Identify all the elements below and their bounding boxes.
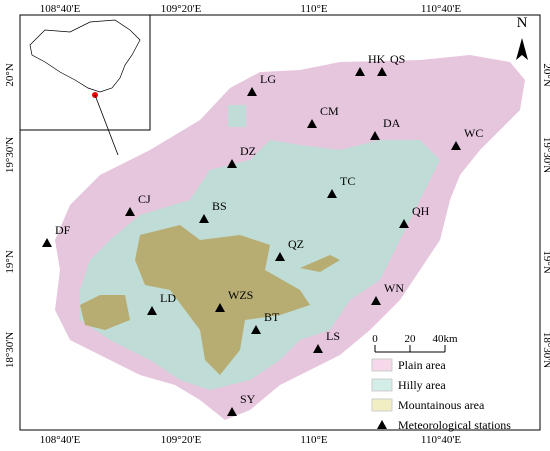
lon-label: 110°40'E <box>421 3 461 15</box>
station-label: CM <box>320 104 339 118</box>
station-marker <box>125 207 135 216</box>
lat-label: 19°30'N <box>541 137 550 173</box>
lon-label: 108°40'E <box>40 3 81 15</box>
station-label: QH <box>412 204 430 218</box>
legend-swatch <box>371 398 393 412</box>
lon-label: 108°40'E <box>40 434 81 446</box>
legend-label: Meteorological stations <box>398 418 511 432</box>
station-marker <box>370 131 380 140</box>
station-label: WN <box>384 281 404 295</box>
station-marker <box>307 119 317 128</box>
station-label: SY <box>240 392 256 406</box>
inset-arrow <box>94 94 119 156</box>
station-marker <box>399 219 409 228</box>
lon-label: 110°40'E <box>421 434 461 446</box>
station-marker <box>227 407 237 416</box>
lat-label: 19°30'N <box>4 137 16 173</box>
lat-label: 18°30'N <box>4 332 16 368</box>
north-arrow-shape <box>516 38 528 60</box>
lat-label: 18°30'N <box>541 332 550 368</box>
legend-label: Hilly area <box>398 378 446 392</box>
north-arrow: N <box>516 15 528 60</box>
station-marker <box>327 189 337 198</box>
legend-swatch <box>371 378 393 392</box>
station-marker <box>451 141 461 150</box>
station-label: DF <box>55 223 71 237</box>
station-label: BS <box>212 199 227 213</box>
station-label: DZ <box>240 144 256 158</box>
station-label: QZ <box>288 237 304 251</box>
inset-map <box>19 14 151 156</box>
inset-frame <box>19 14 151 131</box>
station-marker <box>371 296 381 305</box>
station-label: WZS <box>228 288 253 302</box>
station-label: BT <box>264 310 280 324</box>
scale-label: 0 <box>372 333 378 345</box>
lat-label: 19°N <box>4 250 16 273</box>
lat-label: 20°N <box>4 63 16 86</box>
mountain-area <box>135 225 310 375</box>
station-label: HK <box>368 52 386 66</box>
lon-label: 110°E <box>300 434 327 446</box>
scale-bar <box>374 345 446 353</box>
station-label: DA <box>383 116 401 130</box>
station-marker <box>227 159 237 168</box>
mountain-area <box>80 295 130 330</box>
station-marker <box>42 238 52 247</box>
station-label: CJ <box>138 192 151 206</box>
station-marker <box>377 67 387 76</box>
station-label: LD <box>160 291 176 305</box>
station-marker <box>313 344 323 353</box>
station-marker <box>199 214 209 223</box>
hilly-patch <box>228 105 246 127</box>
china-outline <box>29 19 141 93</box>
station-marker <box>215 303 225 312</box>
station-marker <box>147 306 157 315</box>
legend-swatch <box>377 420 387 429</box>
station-label: WC <box>464 126 483 140</box>
station-label: LG <box>260 72 276 86</box>
legend-label: Plain area <box>398 358 446 372</box>
legend-label: Mountainous area <box>398 398 485 412</box>
mountain-area <box>300 255 340 272</box>
station-label: LS <box>326 329 340 343</box>
scale-label: 40km <box>432 333 458 345</box>
legend-swatch <box>371 358 393 372</box>
lon-label: 109°20'E <box>161 3 202 15</box>
station-marker <box>251 325 261 334</box>
north-label: N <box>517 15 528 31</box>
station-marker <box>247 87 257 96</box>
station-marker <box>275 252 285 261</box>
lat-label: 20°N <box>541 63 550 86</box>
lon-label: 109°20'E <box>161 434 202 446</box>
station-marker <box>355 67 365 76</box>
scale-label: 20 <box>405 333 417 345</box>
station-label: QS <box>390 52 405 66</box>
lat-label: 19°N <box>541 250 550 273</box>
lon-label: 110°E <box>300 3 327 15</box>
station-label: TC <box>340 174 355 188</box>
